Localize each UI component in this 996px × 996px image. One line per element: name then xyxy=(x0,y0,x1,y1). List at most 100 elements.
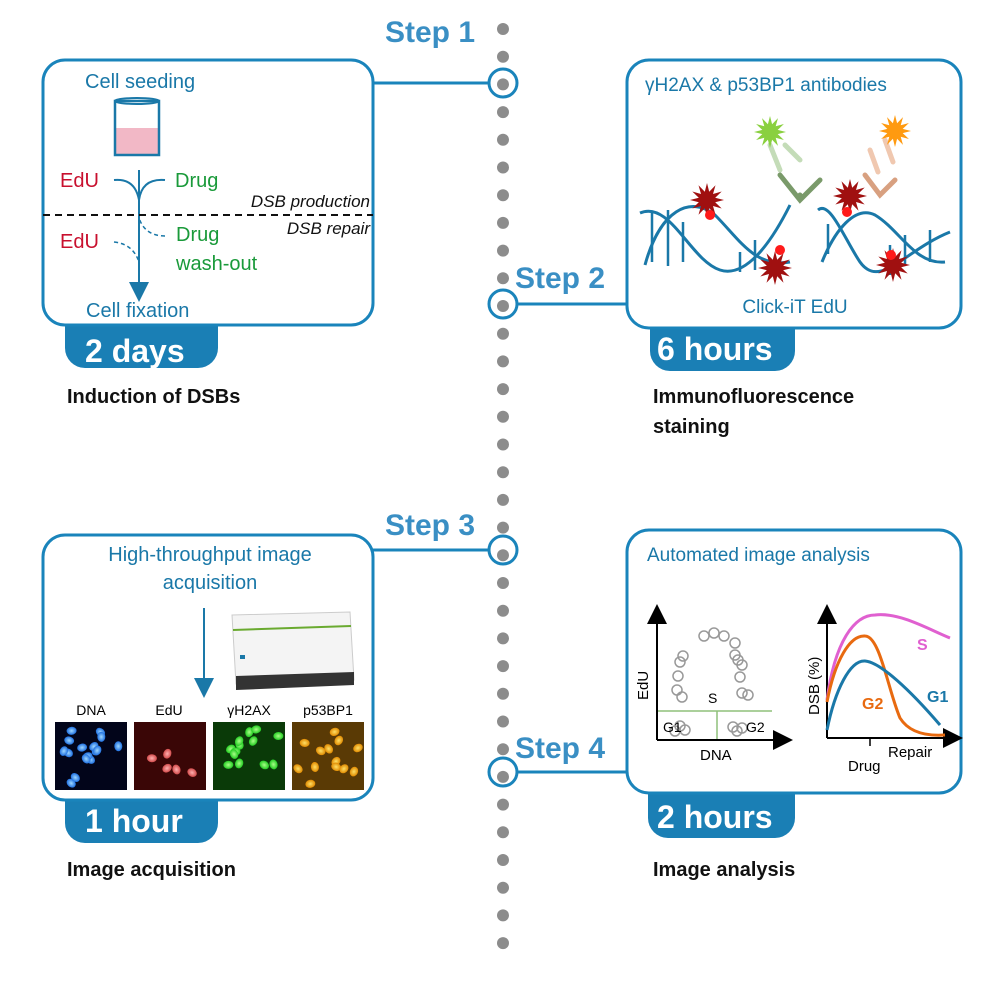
fluorophore-star-icon xyxy=(879,115,911,147)
timeline-dot xyxy=(497,189,509,202)
culture-dish-icon xyxy=(113,97,161,157)
timeline-dot xyxy=(497,106,509,119)
step-4-label: Step 4 xyxy=(515,732,605,765)
dsb-repair-label: DSB repair xyxy=(287,219,371,238)
timeline-dot xyxy=(497,23,509,35)
repair-axis-label: Repair xyxy=(888,744,932,761)
timeline-dot xyxy=(497,521,509,534)
fluorophore-star-icon xyxy=(758,251,792,285)
timeline-dot xyxy=(497,687,509,700)
panel-title: acquisition xyxy=(163,572,258,594)
edu-dot xyxy=(775,245,785,255)
microscopy-image xyxy=(55,722,127,790)
timeline-dot xyxy=(497,549,509,562)
channel-label: γH2AX xyxy=(227,702,271,718)
cell-point xyxy=(736,659,748,671)
timeline-dot xyxy=(497,632,509,645)
step-4-marker: Step 4 xyxy=(487,732,627,788)
timeline-dot xyxy=(497,826,509,839)
channel-label: EdU xyxy=(155,702,182,718)
cell-point xyxy=(679,724,691,736)
timeline-dot xyxy=(497,244,509,257)
timeline-dot xyxy=(497,272,509,285)
panel-title: Automated image analysis xyxy=(647,545,870,566)
timeline-dot xyxy=(497,798,509,811)
dna-helix-icon xyxy=(639,204,951,275)
edu-dot xyxy=(886,250,896,260)
channel-label: p53BP1 xyxy=(303,702,353,718)
cell-point xyxy=(698,630,710,642)
step-3-label: Step 3 xyxy=(385,509,475,542)
cell-seeding-label: Cell seeding xyxy=(85,71,195,93)
microscopy-image xyxy=(134,722,206,790)
duration-badge: 2 hours xyxy=(657,799,773,835)
edu-label: EdU xyxy=(60,231,99,253)
cell-point xyxy=(676,691,688,703)
drug-label: Drug xyxy=(175,170,218,192)
panel-analysis: 2 hours Image analysis Automated image a… xyxy=(625,528,963,881)
timeline-dot xyxy=(497,300,509,312)
timeline-dot xyxy=(497,577,509,589)
washout-label: wash-out xyxy=(175,253,258,275)
step-caption: Induction of DSBs xyxy=(67,386,240,408)
timeline-dot xyxy=(497,216,509,229)
step-2-marker: Step 2 xyxy=(487,262,627,320)
cell-point xyxy=(736,687,748,699)
step-2-label: Step 2 xyxy=(515,262,605,295)
timeline-dot xyxy=(497,410,509,423)
timeline-dot xyxy=(497,466,509,479)
timeline-dot xyxy=(497,50,509,63)
fluorophore-star-icon xyxy=(833,179,867,213)
axis-label: DNA xyxy=(700,747,732,764)
timeline-dot xyxy=(497,355,509,368)
cell-point xyxy=(674,656,686,668)
cell-fixation-label: Cell fixation xyxy=(86,300,189,322)
timeline-dot xyxy=(497,854,509,866)
timeline-dot xyxy=(497,881,509,894)
duration-badge: 6 hours xyxy=(657,331,773,367)
g2-label: G2 xyxy=(746,719,765,735)
panel-acquisition: 1 hour Image acquisition High-throughput… xyxy=(41,533,375,881)
duration-badge: 2 days xyxy=(85,333,185,369)
timeline-dot xyxy=(497,78,509,91)
cell-point xyxy=(729,637,741,649)
panel-staining: 6 hours Immunofluorescence staining γH2A… xyxy=(625,58,963,438)
click-it-edu-label: Click-iT EdU xyxy=(742,297,847,318)
channel-label: DNA xyxy=(76,702,106,718)
cell-point xyxy=(718,630,730,642)
cell-cycle-scatter-plot: EdU DNA S G1 G2 xyxy=(635,604,793,764)
step-caption: staining xyxy=(653,416,730,438)
axis-label: EdU xyxy=(635,671,652,700)
timeline-dot xyxy=(497,604,509,617)
timeline-dot xyxy=(497,133,509,146)
step-3-marker: Step 3 xyxy=(373,509,519,566)
timeline-dot xyxy=(497,383,509,396)
timeline-dot xyxy=(497,660,509,673)
g1-label: G1 xyxy=(663,719,682,735)
fluorophore-star-icon xyxy=(876,248,910,282)
timeline-dot xyxy=(497,715,509,728)
edu-dot xyxy=(842,207,852,217)
microscopy-image xyxy=(213,722,285,790)
fluorophore-icons xyxy=(690,115,911,285)
dsb-production-label: DSB production xyxy=(251,192,370,211)
step-caption: Image analysis xyxy=(653,859,795,881)
timeline-dot xyxy=(497,937,509,950)
edu-label: EdU xyxy=(60,170,99,192)
step-caption: Immunofluorescence xyxy=(653,386,854,408)
panel-title: γH2AX & p53BP1 antibodies xyxy=(645,75,887,96)
fluorophore-star-icon xyxy=(754,116,786,148)
imaging-system-icon xyxy=(231,611,355,690)
timeline-dot xyxy=(497,327,509,340)
g1-curve-label: G1 xyxy=(927,689,948,706)
timeline-dot xyxy=(497,743,509,756)
cell-point xyxy=(742,689,754,701)
timeline-dot xyxy=(497,493,509,506)
step-1-marker: Step 1 xyxy=(373,16,519,99)
s-curve-label: S xyxy=(917,637,928,654)
timeline-dot xyxy=(497,909,509,922)
panel-title: High-throughput image xyxy=(108,544,311,566)
timeline xyxy=(497,23,509,950)
timeline-dot xyxy=(497,438,509,451)
dsb-kinetics-plot: DSB (%) S G2 G1 Drug Repair xyxy=(806,604,963,775)
